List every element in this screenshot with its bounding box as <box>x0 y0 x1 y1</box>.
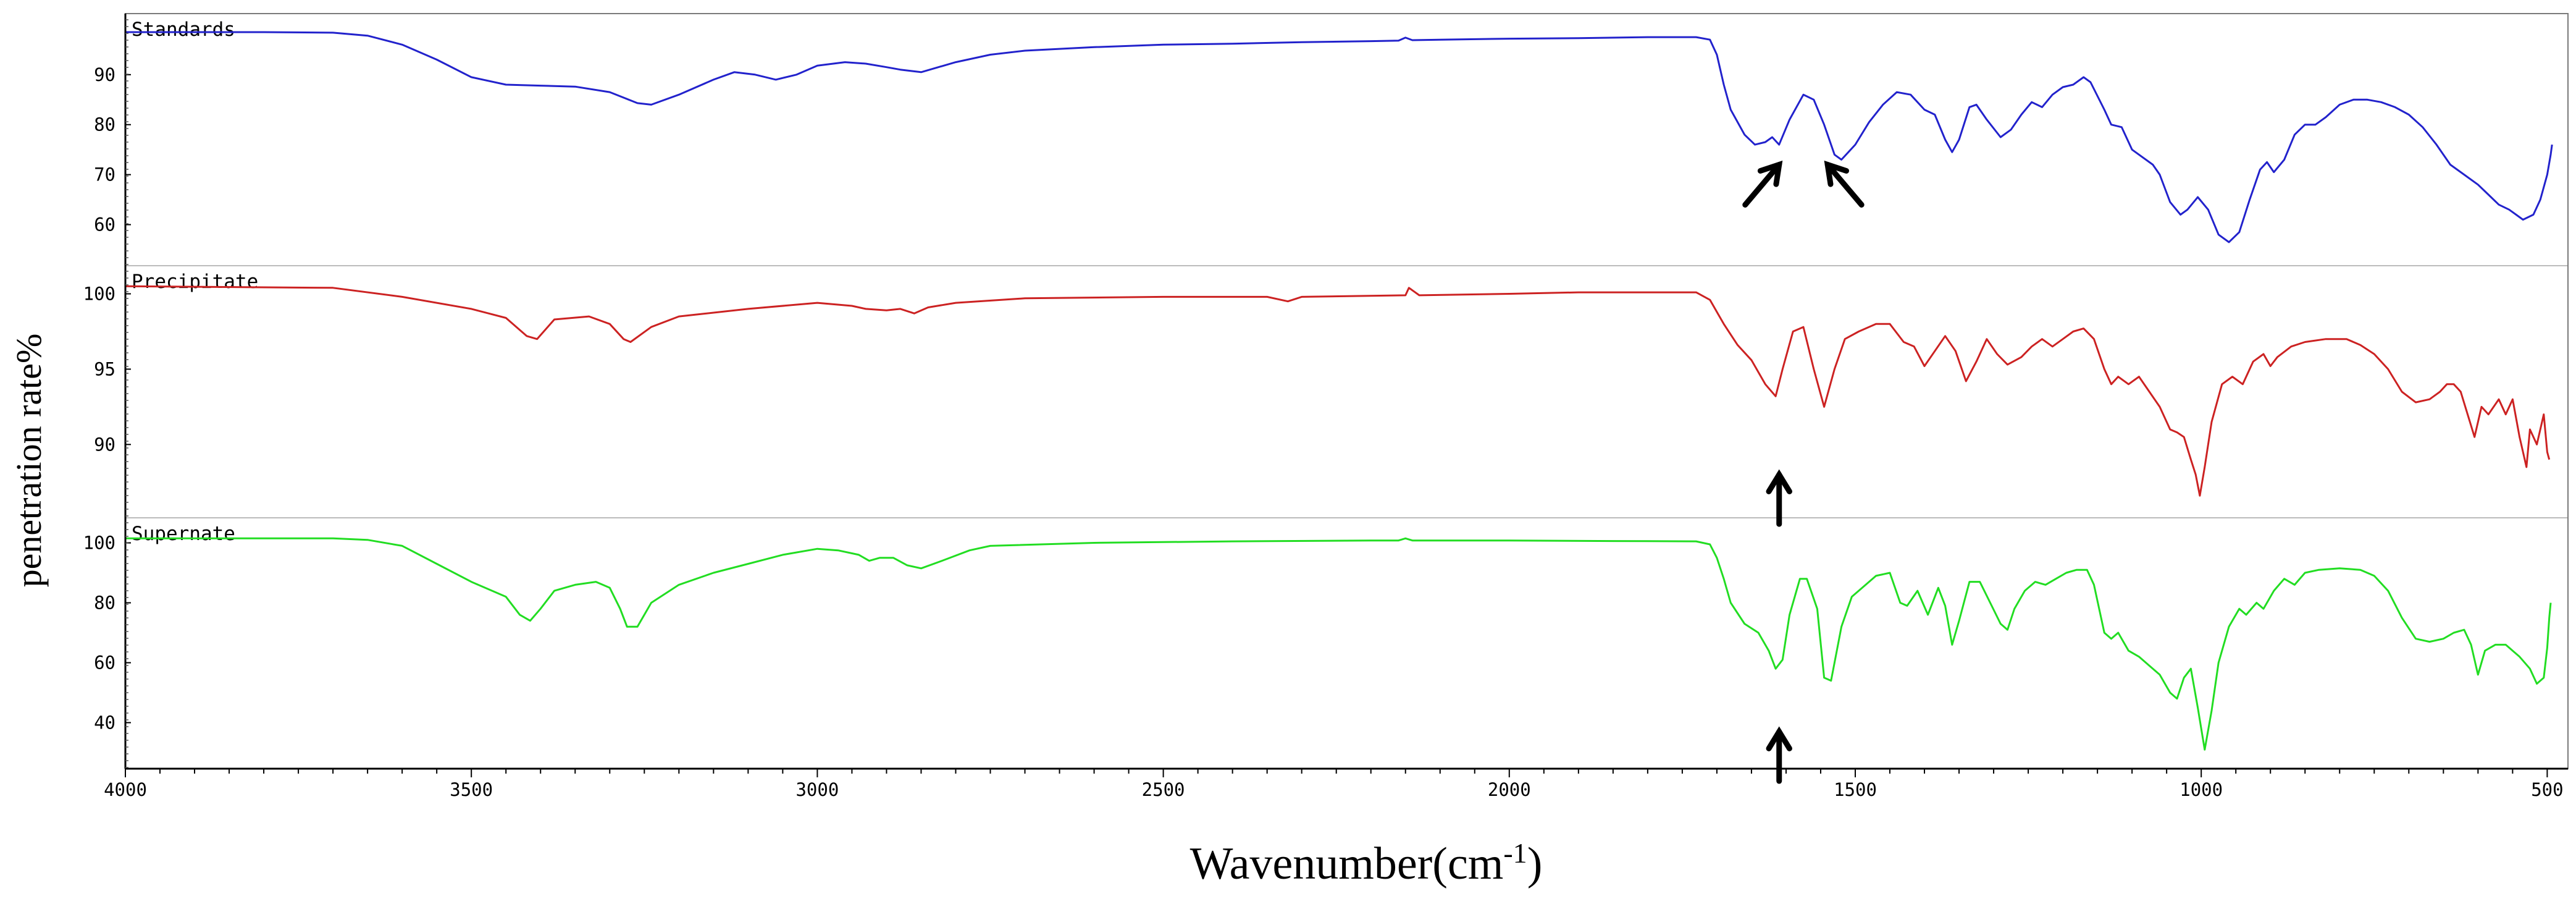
y-axis-title: penetration rate% <box>9 334 49 588</box>
x-axis-title: Wavenumber(cm-1) <box>1190 837 1543 889</box>
y-tick-label: 40 <box>94 712 115 733</box>
x-tick-label: 2500 <box>1142 779 1185 800</box>
x-tick-label: 3500 <box>450 779 493 800</box>
annotation-arrow <box>1766 726 1792 784</box>
x-axis-title-main: Wavenumber(cm <box>1190 839 1504 889</box>
y-tick-label: 70 <box>94 164 115 185</box>
arrow-shaft <box>1742 161 1782 208</box>
spectrum-line-standards <box>125 31 2553 243</box>
x-tick-label: 1000 <box>2180 779 2223 800</box>
x-axis-title-close: ) <box>1527 839 1543 889</box>
y-tick-label: 95 <box>94 358 115 379</box>
panel-label: Standards <box>132 19 235 41</box>
y-tick-label: 90 <box>94 64 115 85</box>
x-tick-label: 1500 <box>1834 779 1877 800</box>
annotation-arrow <box>1742 160 1783 208</box>
x-tick-label: 4000 <box>104 779 147 800</box>
arrow-head <box>1757 160 1783 187</box>
annotation-arrow <box>1824 160 1865 208</box>
x-axis-title-superscript: -1 <box>1503 837 1527 869</box>
y-tick-label: 90 <box>94 434 115 455</box>
panel-standards: Standards 60 70 80 90 <box>94 19 2568 266</box>
x-tick-label: 500 <box>2531 779 2563 800</box>
y-tick-label: 100 <box>83 533 115 554</box>
panel-label: Supernate <box>132 523 235 545</box>
plot-frame <box>125 13 2569 769</box>
arrow-shaft <box>1824 161 1865 208</box>
spectrum-line-precipitate <box>125 285 2551 497</box>
y-tick-label: 80 <box>94 593 115 614</box>
panel-label: Precipitate <box>132 271 258 293</box>
arrow-head <box>1766 469 1792 494</box>
arrow-head <box>1766 726 1792 751</box>
y-tick-label: 60 <box>94 214 115 235</box>
spectrum-line-supernate <box>125 537 2552 751</box>
y-tick-label: 80 <box>94 114 115 135</box>
x-tick-label: 3000 <box>795 779 839 800</box>
arrow-head <box>1824 160 1850 187</box>
x-tick-label: 2000 <box>1488 779 1531 800</box>
panel-supernate: Supernate 40 60 80 100 <box>83 523 2552 784</box>
y-tick-label: 60 <box>94 653 115 674</box>
panel-precipitate: Precipitate 90 95 100 <box>83 271 2568 527</box>
y-tick-label: 100 <box>83 284 115 305</box>
annotation-arrow <box>1766 469 1792 527</box>
